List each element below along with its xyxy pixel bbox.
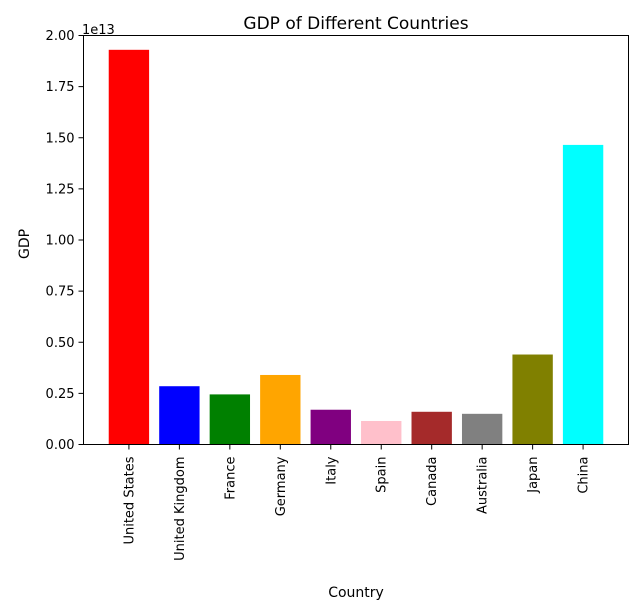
bar-united-kingdom (159, 386, 200, 445)
bar-spain (361, 420, 402, 445)
bars (108, 49, 604, 445)
y-tick-label: 0.00 (46, 438, 75, 453)
y-tick-label: 1.75 (46, 80, 75, 95)
x-axis: United States United Kingdom France Germany… (122, 444, 592, 561)
y-axis-label: GDP (17, 229, 33, 259)
y-tick-label: 1.25 (46, 182, 75, 197)
bar-australia (461, 413, 503, 445)
y-tick-label: 1.00 (46, 234, 75, 249)
y-tick-label: 0.50 (46, 336, 75, 351)
y-tick-label: 0.75 (46, 285, 75, 300)
x-tick-label: United States (122, 456, 137, 544)
bar-united-states (108, 49, 150, 445)
x-tick-label: Japan (526, 457, 541, 494)
plot-frame (83, 35, 629, 445)
bar-canada (411, 411, 452, 445)
bar-japan (512, 354, 553, 445)
bar-china (562, 144, 604, 445)
x-tick-label: France (223, 457, 238, 500)
y-tick-label: 0.25 (46, 387, 75, 402)
y-tick-label: 2.00 (46, 29, 75, 44)
chart-title: GDP of Different Countries (243, 14, 468, 34)
x-tick-label: Canada (425, 457, 440, 506)
y-tick-label: 1.50 (46, 131, 75, 146)
x-tick-label: Germany (274, 456, 289, 516)
bar-germany (260, 374, 301, 445)
y-offset-label: 1e13 (82, 23, 115, 38)
y-axis: 0.00 0.25 0.50 0.75 1.00 1.25 1.50 1.75 2.00 (46, 29, 84, 453)
x-tick-label: United Kingdom (173, 457, 188, 561)
bar-italy (310, 409, 351, 445)
x-tick-label: Italy (324, 456, 339, 485)
x-tick-label: China (577, 457, 592, 494)
bar-france (209, 394, 251, 445)
x-tick-label: Australia (476, 457, 491, 515)
x-axis-label: Country (328, 585, 384, 601)
x-tick-label: Spain (375, 457, 390, 493)
